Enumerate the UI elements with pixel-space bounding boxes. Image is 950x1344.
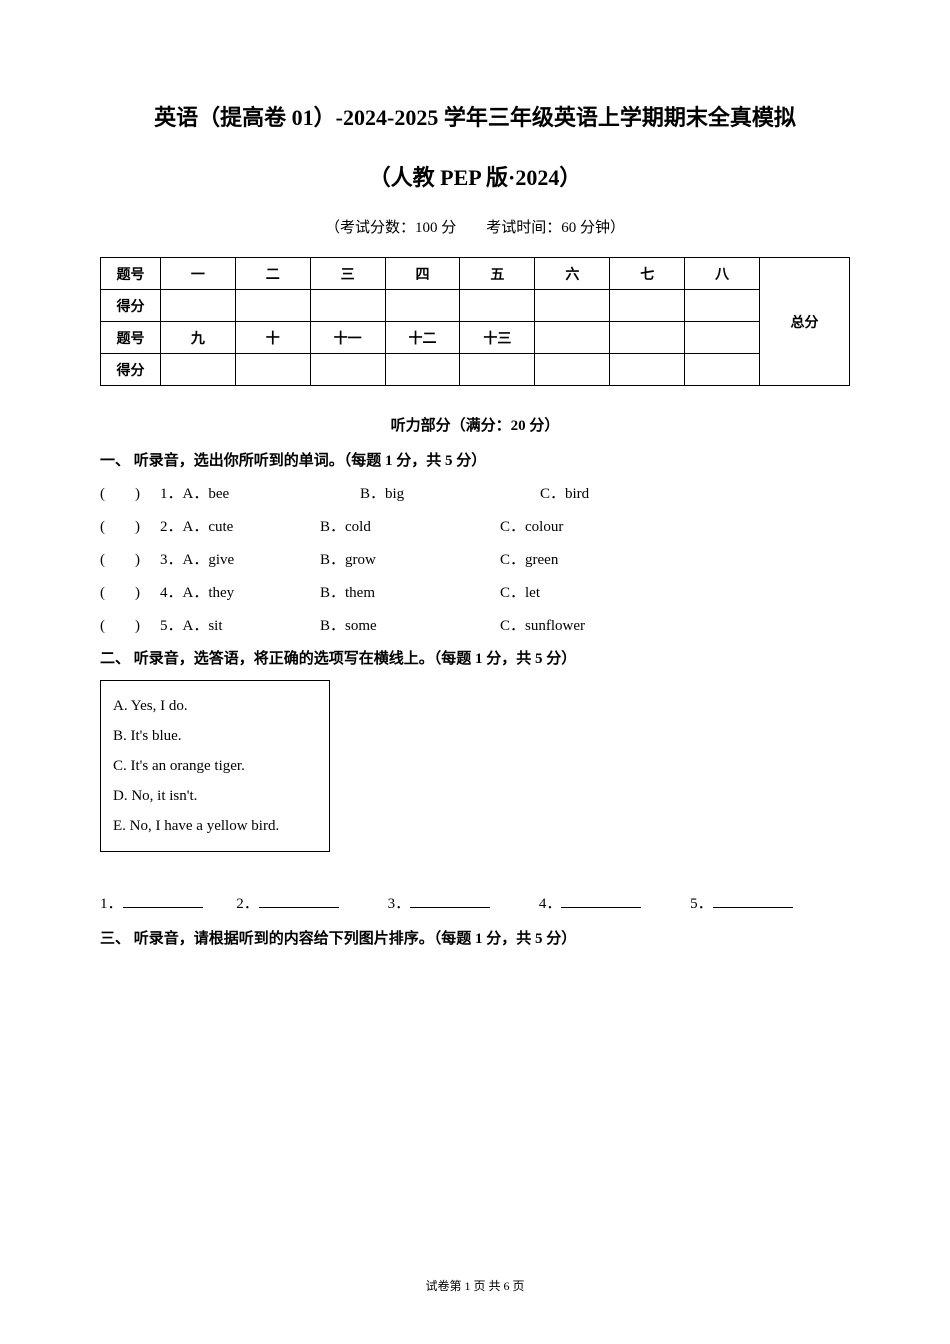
exam-time-value: 60 分钟 [561,220,610,236]
blank-label: 3． [388,896,411,912]
blank-label: 1． [100,896,123,912]
table-cell [160,290,235,322]
table-row: 题号 一 二 三 四 五 六 七 八 总分 [101,258,850,290]
question-row: ( ) 2．A．cute B．cold C．colour [100,515,850,536]
table-cell [685,322,760,354]
table-cell [235,290,310,322]
table-cell [535,322,610,354]
option-c: C．green [500,548,680,569]
table-cell [460,290,535,322]
table-cell [610,322,685,354]
table-row: 题号 九 十 十一 十二 十三 [101,322,850,354]
paren: ( ) [100,515,160,536]
exam-time-label: 考试时间： [486,220,561,236]
option-b: B．some [320,614,500,635]
question-number-option-a: 4．A．they [160,581,260,602]
option-c: C．colour [500,515,680,536]
paren: ( ) [100,614,160,635]
table-cell [310,354,385,386]
table-cell [310,290,385,322]
option-c: C．sunflower [500,614,680,635]
table-cell: 八 [685,258,760,290]
row1-label: 题号 [101,258,161,290]
blank [713,892,793,908]
table-cell [535,354,610,386]
option-line: A. Yes, I do. [113,691,317,721]
table-cell: 六 [535,258,610,290]
table-cell [610,354,685,386]
row2-label: 得分 [101,290,161,322]
question-row: ( ) 4．A．they B．them C．let [100,581,850,602]
blank-label: 2． [236,896,259,912]
paren: ( ) [100,482,160,503]
option-line: B. It's blue. [113,721,317,751]
table-cell [535,290,610,322]
option-c: C．let [500,581,680,602]
question-number-option-a: 5．A．sit [160,614,260,635]
table-cell [385,290,460,322]
paren: ( ) [100,581,160,602]
blank [123,892,203,908]
table-cell: 九 [160,322,235,354]
question-row: ( ) 3．A．give B．grow C．green [100,548,850,569]
table-cell [460,354,535,386]
blank [259,892,339,908]
sub-title: （人教 PEP 版·2024） [100,160,850,192]
option-b: B．big [360,482,540,503]
option-c: C．bird [540,482,720,503]
exam-score-value: 100 分 [415,220,456,236]
option-line: E. No, I have a yellow bird. [113,811,317,841]
part3-heading: 三、 听录音，请根据听到的内容给下列图片排序。（每题 1 分，共 5 分） [100,927,850,948]
page-footer: 试卷第 1 页 共 6 页 [0,1277,950,1294]
option-b: B．them [320,581,500,602]
answer-options-box: A. Yes, I do. B. It's blue. C. It's an o… [100,680,330,852]
exam-info-suffix: ） [610,220,625,236]
option-line: D. No, it isn't. [113,781,317,811]
table-cell [685,290,760,322]
question-number-option-a: 1．A．bee [160,482,260,503]
table-cell: 十一 [310,322,385,354]
blank [561,892,641,908]
table-cell: 十三 [460,322,535,354]
question-row: ( ) 5．A．sit B．some C．sunflower [100,614,850,635]
exam-info: （考试分数：100 分 考试时间：60 分钟） [100,216,850,237]
part2-heading: 二、 听录音，选答语，将正确的选项写在横线上。（每题 1 分，共 5 分） [100,647,850,668]
table-cell [610,290,685,322]
table-cell [385,354,460,386]
table-cell: 十 [235,322,310,354]
table-cell [235,354,310,386]
table-cell [160,354,235,386]
blank [410,892,490,908]
table-cell: 十二 [385,322,460,354]
question-row: ( ) 1．A．bee B．big C．bird [100,482,850,503]
fill-blanks-row: 1． 2． 3． 4． 5． [100,892,850,913]
question-number-option-a: 2．A．cute [160,515,260,536]
row4-label: 得分 [101,354,161,386]
table-cell [685,354,760,386]
main-title: 英语（提高卷 01）-2024-2025 学年三年级英语上学期期末全真模拟 [100,100,850,132]
table-cell: 二 [235,258,310,290]
table-row: 得分 [101,290,850,322]
table-row: 得分 [101,354,850,386]
option-b: B．cold [320,515,500,536]
table-cell: 七 [610,258,685,290]
blank-label: 4． [539,896,562,912]
row3-label: 题号 [101,322,161,354]
table-cell: 三 [310,258,385,290]
paren: ( ) [100,548,160,569]
table-cell: 四 [385,258,460,290]
option-b: B．grow [320,548,500,569]
question-number-option-a: 3．A．give [160,548,260,569]
table-cell: 一 [160,258,235,290]
blank-label: 5． [690,896,713,912]
exam-score-label: 考试分数： [340,220,415,236]
total-label: 总分 [760,258,850,386]
listening-section-title: 听力部分（满分：20 分） [100,414,850,435]
score-table: 题号 一 二 三 四 五 六 七 八 总分 得分 题号 九 十 十一 十二 十三… [100,257,850,386]
option-line: C. It's an orange tiger. [113,751,317,781]
part1-heading: 一、 听录音，选出你所听到的单词。（每题 1 分，共 5 分） [100,449,850,470]
exam-info-prefix: （ [325,220,340,236]
table-cell: 五 [460,258,535,290]
